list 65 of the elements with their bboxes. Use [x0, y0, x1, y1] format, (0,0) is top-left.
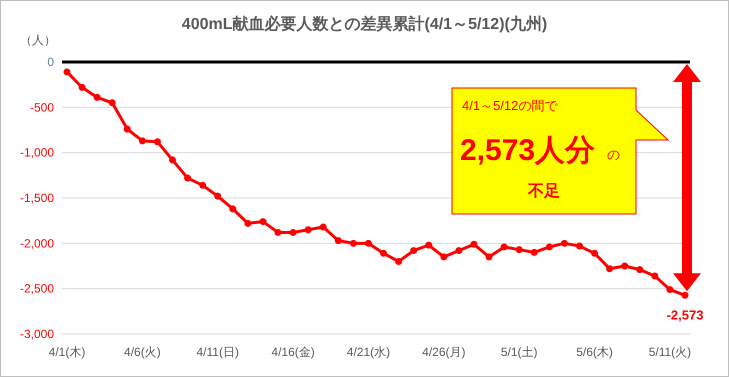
point	[138, 137, 146, 144]
y-tick-label: -2,000	[20, 236, 54, 250]
point	[364, 240, 372, 247]
point	[425, 242, 432, 249]
y-tick-label: -1,000	[20, 146, 54, 160]
x-tick-label: 4/6(火)	[124, 345, 161, 359]
annotation: の	[607, 147, 620, 162]
x-tick-label: 4/26(月)	[422, 345, 466, 359]
y-tick-label: 0	[47, 55, 54, 69]
point	[304, 226, 312, 234]
point	[259, 218, 266, 226]
annotation: 4/1～5/12の間で	[462, 98, 558, 113]
point	[546, 243, 553, 250]
point	[636, 266, 644, 274]
point	[214, 192, 222, 200]
point	[199, 182, 206, 189]
y-tick-label: -500	[30, 100, 54, 114]
point	[621, 262, 628, 270]
point	[169, 156, 176, 164]
point	[229, 205, 236, 212]
point	[184, 174, 192, 182]
point	[500, 243, 508, 250]
point	[486, 253, 493, 260]
point	[682, 292, 688, 299]
point	[290, 228, 297, 236]
y-axis-title: （人）	[20, 33, 56, 47]
y-tick-label: -2,500	[20, 282, 54, 296]
point	[154, 138, 161, 146]
point	[651, 272, 658, 280]
x-tick-label: 4/11(日)	[196, 345, 239, 359]
x-tick-label: 5/6(木)	[576, 345, 613, 359]
y-tick-label: -1,500	[20, 191, 54, 205]
point	[320, 224, 327, 231]
point	[395, 258, 402, 265]
chart-title: 400mL献血必要人数との差異累計(4/1～5/12)(九州)	[182, 15, 548, 33]
point	[516, 246, 523, 254]
point	[410, 247, 418, 254]
x-tick-label: 4/1(木)	[48, 345, 86, 359]
annotation: 不足	[527, 183, 560, 200]
point	[455, 247, 462, 254]
point	[78, 84, 86, 91]
y-tick-label: -3,000	[20, 327, 54, 341]
point	[606, 265, 614, 272]
x-tick-label: 4/21(水)	[346, 345, 390, 359]
point	[94, 94, 101, 101]
point	[244, 220, 252, 227]
point	[576, 242, 583, 250]
point	[530, 248, 538, 256]
point	[591, 250, 598, 257]
point	[274, 228, 282, 236]
x-tick-label: 4/16(金)	[271, 345, 315, 359]
x-tick-label: 5/11(火)	[648, 345, 692, 359]
point	[560, 240, 568, 247]
point	[124, 126, 131, 133]
point	[334, 237, 342, 244]
x-tick-label: 5/1(土)	[500, 345, 538, 359]
point	[108, 99, 116, 106]
point	[666, 286, 674, 294]
point	[350, 240, 357, 247]
point	[470, 240, 478, 248]
annotation: 2,573人分	[460, 134, 596, 167]
point	[440, 253, 448, 260]
point	[380, 250, 388, 257]
point	[64, 68, 70, 76]
data-label: -2,573	[666, 307, 704, 322]
